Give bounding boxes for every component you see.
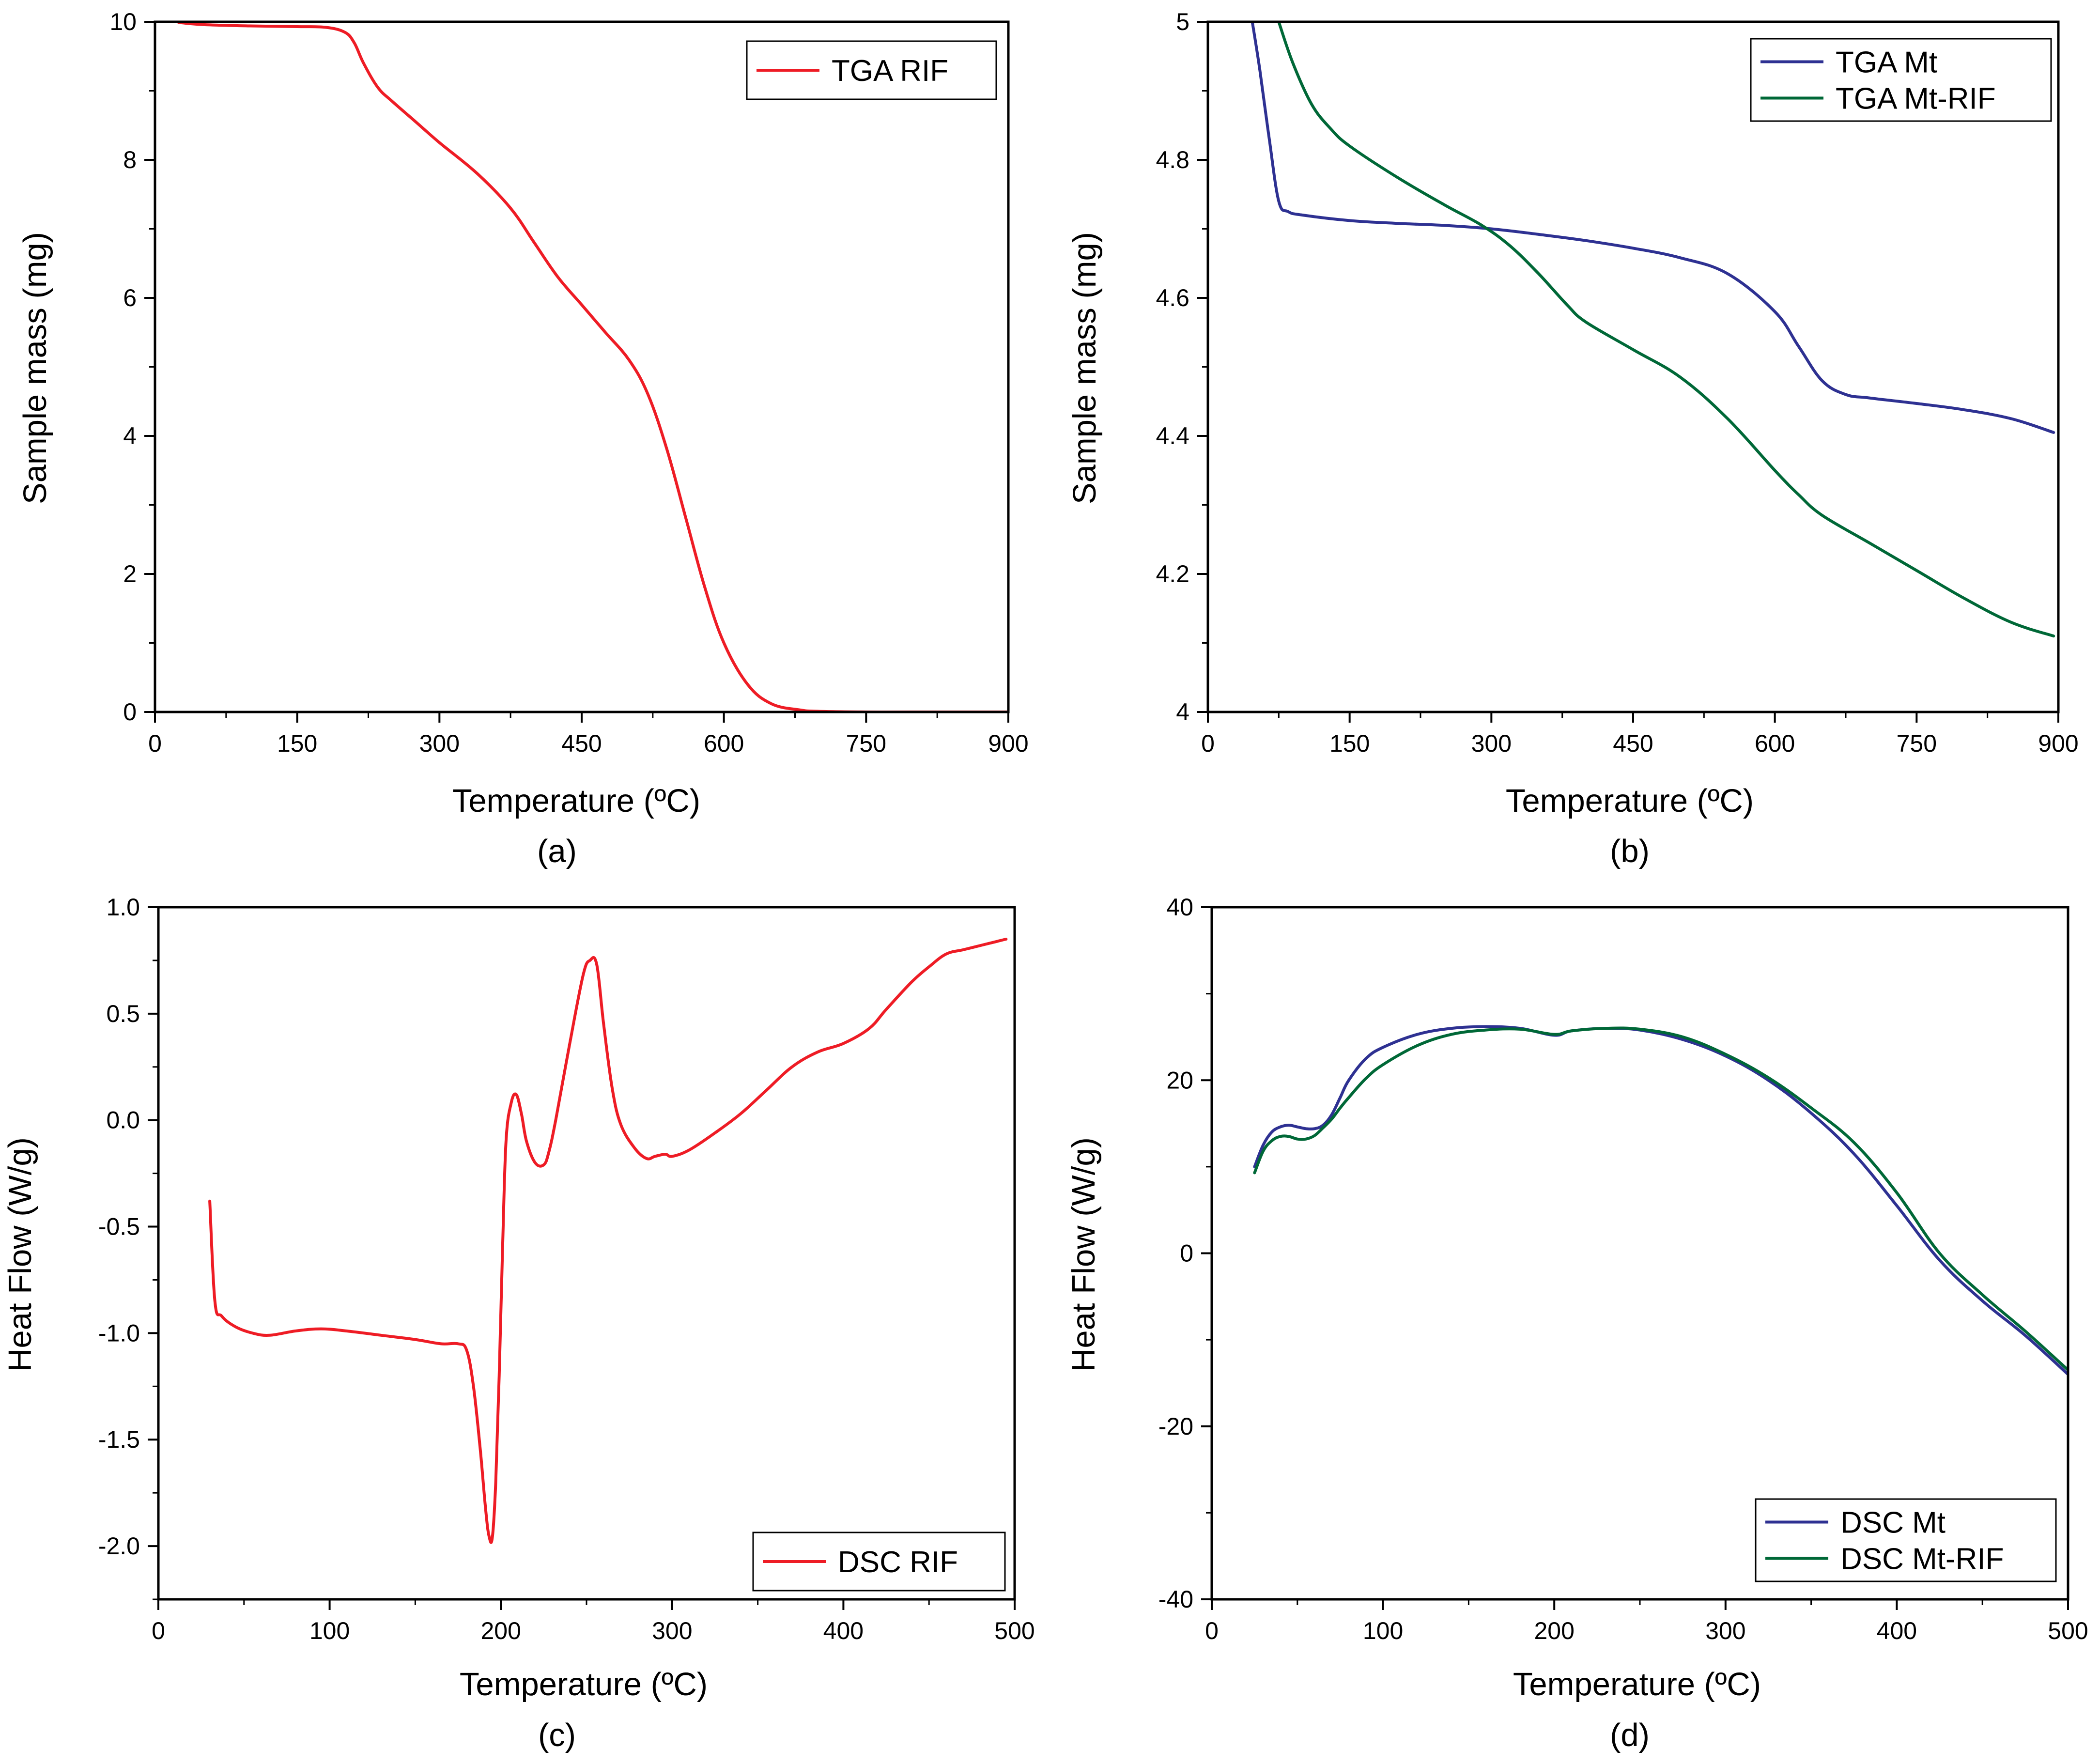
panel-b-series-line-0 (1251, 22, 2055, 434)
panel-c-ytick-label-4: 0.0 (106, 1107, 140, 1134)
panel-d-xtick-label-2: 200 (1534, 1617, 1574, 1644)
panel-b-xtick-label-2: 300 (1471, 730, 1512, 757)
panel-b-label: (b) (1610, 833, 1650, 869)
panel-b-ytick-label-0: 4 (1176, 698, 1189, 726)
panel-d-y-axis-title: Heat Flow (W/g) (1065, 1137, 1102, 1372)
panel-c-x-axis-title: Temperature (ºC) (460, 1666, 708, 1702)
panel-c-ytick-label-2: -1.0 (98, 1319, 140, 1346)
panel-d-xtick-label-5: 500 (2048, 1617, 2088, 1644)
panel-b-xtick-label-4: 600 (1755, 730, 1795, 757)
panel-d-legend-label-1: DSC Mt-RIF (1840, 1543, 2004, 1576)
panel-d-legend-box (1755, 1498, 2057, 1582)
panel-c-ytick-label-3: -0.5 (98, 1213, 140, 1240)
panel-b-ytick-label-3: 4.6 (1156, 284, 1189, 311)
panel-a-ytick-label-5: 10 (109, 8, 137, 35)
panel-a-plot-frame (154, 20, 1010, 713)
panel-c-plot-frame (157, 906, 1016, 1601)
panel-a-legend-label-0: TGA RIF (832, 54, 948, 88)
panel-d-xtick-label-1: 100 (1363, 1617, 1403, 1644)
panel-b-xtick-label-1: 150 (1329, 730, 1370, 757)
panel-d-ytick-label-2: 0 (1180, 1240, 1193, 1267)
panel-b-legend-label-1: TGA Mt-RIF (1836, 82, 1996, 116)
panel-c: 0 100 200 300 400 500 -2.0 -1.5 -1.0 -0.5 0.0 0.5 1.… (2, 894, 1035, 1753)
panel-a-xtick-label-4: 600 (704, 730, 744, 757)
panel-b-xtick-label-0: 0 (1201, 730, 1215, 757)
panel-a: 0 150 300 450 600 750 900 0 2 4 6 8 10 TGA RIF Tempera… (17, 8, 1029, 869)
panel-c-ytick-label-0: -2.0 (98, 1532, 140, 1560)
panel-c-y-axis-title: Heat Flow (W/g) (2, 1137, 38, 1372)
panel-b-plot-frame (1206, 20, 2060, 713)
panel-d-xtick-label-0: 0 (1205, 1617, 1219, 1644)
panel-b-x-axis-title: Temperature (ºC) (1506, 783, 1754, 819)
panel-c-legend-box (752, 1532, 1006, 1592)
panel-c-xtick-label-1: 100 (309, 1617, 350, 1644)
panel-a-ytick-label-1: 2 (123, 560, 137, 588)
panel-a-xtick-label-5: 750 (846, 730, 886, 757)
panel-b-y-axis-title: Sample mass (mg) (1066, 232, 1103, 504)
panel-b-xtick-label-5: 750 (1897, 730, 1937, 757)
panel-a-ytick-label-2: 4 (123, 422, 137, 449)
panel-d-xtick-label-4: 400 (1877, 1617, 1917, 1644)
panel-b-ytick-label-4: 4.8 (1156, 146, 1189, 173)
panel-d-label: (d) (1610, 1717, 1650, 1753)
panel-c-xtick-label-3: 300 (652, 1617, 692, 1644)
panel-d-ytick-label-3: 20 (1166, 1067, 1193, 1094)
panel-b-legend-box (1750, 38, 2052, 122)
panel-a-xtick-label-6: 900 (988, 730, 1028, 757)
panel-d-plot-frame (1210, 906, 2069, 1601)
panel-c-ytick-label-5: 0.5 (106, 1000, 140, 1027)
panel-d-series-line-1 (1253, 1026, 2068, 1372)
panel-c-legend-label-0: DSC RIF (838, 1546, 958, 1579)
panel-b-ytick-label-5: 5 (1176, 8, 1189, 35)
panel-c-xtick-label-0: 0 (152, 1617, 165, 1644)
panel-c-xtick-label-5: 500 (994, 1617, 1035, 1644)
panel-c-label: (c) (538, 1717, 576, 1753)
panel-b-ytick-label-2: 4.4 (1156, 422, 1189, 449)
panel-d-legend-label-0: DSC Mt (1840, 1506, 1946, 1540)
panel-d-x-axis-title: Temperature (ºC) (1513, 1666, 1761, 1702)
panel-a-y-axis-title: Sample mass (mg) (17, 232, 53, 504)
panel-d-ytick-label-4: 40 (1166, 894, 1193, 921)
panel-a-xtick-label-3: 450 (561, 730, 602, 757)
panel-d-ytick-label-1: -20 (1158, 1413, 1193, 1440)
panel-d-series-line-0 (1253, 1025, 2068, 1376)
panel-c-series-line-0 (208, 938, 1008, 1544)
panel-a-xtick-label-1: 150 (277, 730, 317, 757)
panel-b-xtick-label-3: 450 (1613, 730, 1653, 757)
panel-c-xtick-label-4: 400 (823, 1617, 864, 1644)
panel-a-xtick-label-2: 300 (419, 730, 460, 757)
panel-a-label: (a) (537, 833, 577, 869)
panel-a-xtick-label-0: 0 (148, 730, 162, 757)
panel-a-x-axis-title: Temperature (ºC) (452, 783, 700, 819)
panel-b-legend-label-0: TGA Mt (1836, 46, 1937, 79)
panel-b-series-line-1 (1277, 22, 2055, 638)
panel-c-ytick-label-6: 1.0 (106, 894, 140, 921)
panel-a-series-line-0 (177, 22, 1008, 712)
panel-a-ytick-label-4: 8 (123, 146, 137, 173)
panel-a-ytick-label-3: 6 (123, 284, 137, 311)
panel-c-xtick-label-2: 200 (480, 1617, 521, 1644)
panel-d-xtick-label-3: 300 (1705, 1617, 1745, 1644)
panel-b-xtick-label-6: 900 (2038, 730, 2078, 757)
panel-a-ytick-label-0: 0 (123, 698, 137, 726)
panel-b-ytick-label-1: 4.2 (1156, 560, 1189, 588)
panel-c-ytick-label-1: -1.5 (98, 1426, 140, 1453)
panel-d-ytick-label-0: -40 (1158, 1586, 1193, 1613)
